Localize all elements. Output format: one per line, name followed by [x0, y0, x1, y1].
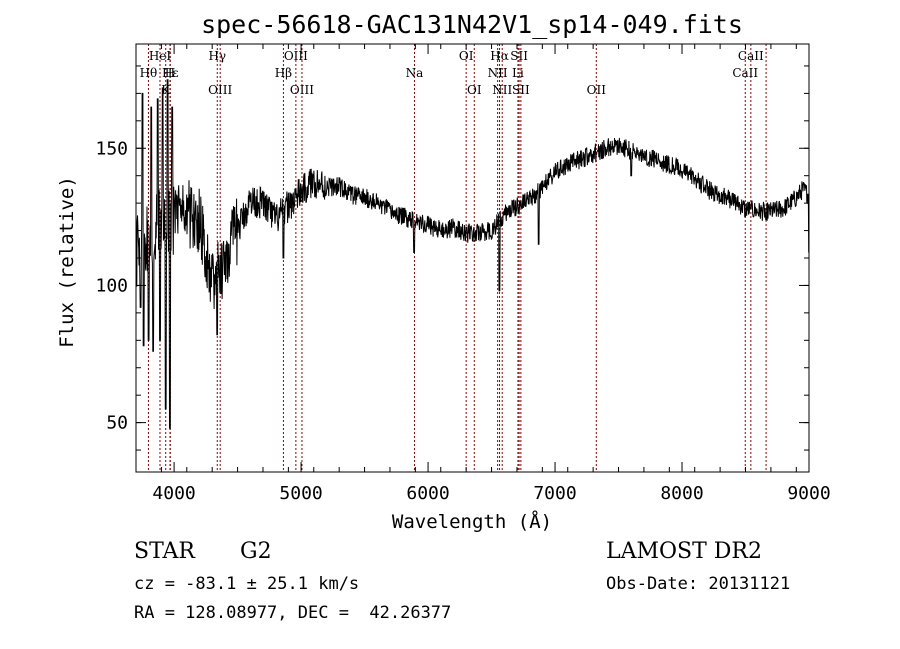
x-axis-label: Wavelength (Å) [392, 510, 552, 533]
line-marker-label: CaII [732, 66, 758, 80]
y-tick-label: 150 [95, 138, 128, 159]
line-marker-label: NII [488, 66, 508, 80]
x-tick-label: 4000 [152, 483, 195, 504]
emission-line-markers: HεHθHeIHKHγOIIIOIIIHβOIIINaOIOIHαNIINIIS… [140, 44, 767, 472]
line-marker-label: OIII [284, 49, 308, 63]
line-marker-label: OI [459, 49, 474, 63]
x-tick-label: 6000 [406, 483, 449, 504]
chart-title: spec-56618-GAC131N42V1_sp14-049.fits [201, 10, 743, 39]
x-tick-label: 7000 [533, 483, 576, 504]
x-tick-label: 9000 [787, 483, 830, 504]
observation-date: Obs-Date: 20131121 [606, 574, 791, 594]
line-marker-label: NII [492, 83, 512, 97]
line-marker-label: OIII [290, 83, 314, 97]
survey-name: LAMOST DR2 [606, 539, 762, 564]
line-marker-label: Hε [162, 66, 179, 80]
sky-coordinates: RA = 128.08977, DEC = 42.26377 [134, 603, 452, 623]
object-subclass: G2 [240, 539, 272, 564]
line-marker-label: Li [512, 66, 524, 80]
line-marker-label: Na [406, 66, 424, 80]
line-marker-label: OIII [208, 83, 232, 97]
line-marker-label: CaII [738, 49, 764, 63]
y-tick-label: 100 [95, 275, 128, 296]
axis-ticks: 4000 5000 6000 7000 8000 9000 50 100 150 [95, 44, 831, 504]
y-axis-label: Flux (relative) [56, 176, 78, 348]
line-marker-label: K [161, 83, 171, 97]
y-tick-label: 50 [106, 413, 128, 434]
line-marker-label: Hα [490, 49, 509, 63]
line-marker-label: SII [510, 49, 528, 63]
line-marker-label: SII [512, 83, 530, 97]
line-marker-label: OI [467, 83, 482, 97]
redshift-cz: cz = -83.1 ± 25.1 km/s [134, 574, 360, 594]
line-marker-label: Hγ [208, 49, 226, 63]
object-class: STAR [134, 539, 195, 564]
line-marker-label: OII [587, 83, 607, 97]
line-marker-label: H [165, 66, 175, 80]
line-marker-label: HeI [149, 49, 172, 63]
x-tick-label: 5000 [279, 483, 322, 504]
line-marker-label: Hθ [140, 66, 158, 80]
spectrum-series-line [135, 79, 810, 429]
line-marker-label: Hβ [275, 66, 292, 80]
x-tick-label: 8000 [660, 483, 703, 504]
